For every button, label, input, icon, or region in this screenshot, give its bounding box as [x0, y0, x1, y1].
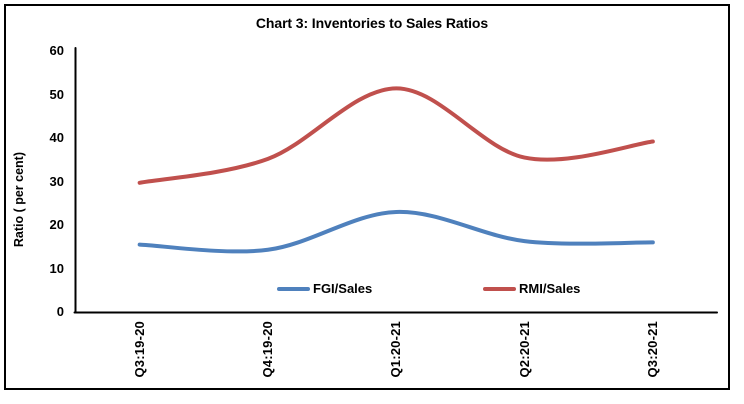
y-tick-label: 60 [49, 43, 64, 58]
legend-swatch-rmi-sales [483, 286, 516, 291]
x-tick-label: Q4:19-20 [259, 321, 275, 378]
x-tick-label: Q1:20-21 [388, 321, 404, 378]
legend-label-fgi-sales: FGI/Sales [313, 281, 373, 296]
chart-outer-border [4, 4, 730, 390]
y-tick-label: 0 [56, 304, 64, 319]
y-tick-label: 50 [49, 86, 64, 102]
x-tick-label: Q3:19-20 [131, 321, 147, 378]
x-tick-label: Q3:20-21 [644, 321, 660, 378]
legend-label-rmi-sales: RMI/Sales [519, 281, 581, 296]
y-tick-label: 30 [49, 173, 64, 189]
y-tick-label: 40 [49, 130, 64, 145]
legend-item-rmi-sales: RMI/Sales [483, 281, 580, 296]
legend-item-fgi-sales: FGI/Sales [277, 281, 372, 296]
chart-title: Chart 3: Inventories to Sales Ratios [255, 15, 489, 31]
legend-swatch-fgi-sales [277, 286, 310, 291]
x-tick-label: Q2:20-21 [516, 321, 532, 378]
y-tick-label: 20 [49, 217, 64, 232]
series-line-rmi-sales [137, 86, 655, 185]
series-line-fgi-sales [137, 209, 655, 254]
y-tick-label: 10 [49, 260, 64, 276]
